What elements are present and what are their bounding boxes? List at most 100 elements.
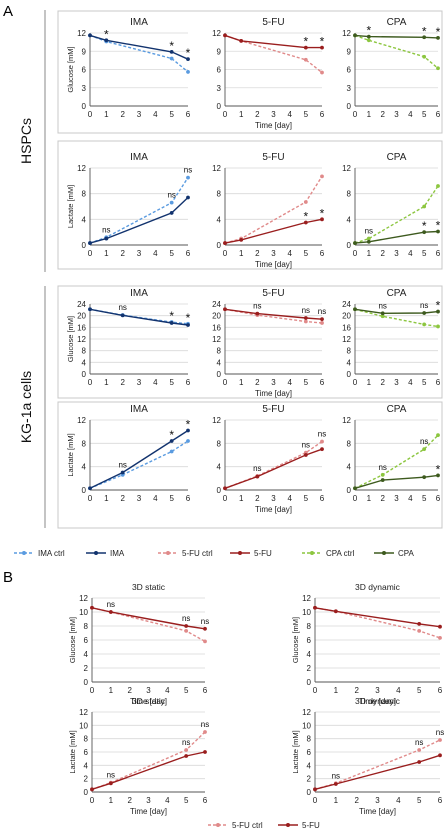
legend-label: 5-FU ctrl	[232, 821, 263, 830]
x-tick-label: 0	[223, 110, 228, 119]
y-tick-label: 12	[212, 416, 221, 425]
x-tick-label: 2	[120, 110, 125, 119]
data-point	[422, 447, 427, 452]
significance-label: *	[303, 210, 308, 224]
y-tick-label: 24	[212, 300, 221, 309]
data-point	[438, 636, 442, 640]
series-line	[224, 175, 323, 244]
x-tick-label: 5	[422, 494, 427, 503]
x-tick-label: 2	[354, 686, 359, 695]
x-tick-label: 6	[186, 494, 191, 503]
data-point	[417, 760, 422, 764]
y-tick-label: 12	[302, 594, 311, 603]
y-tick-label: 9	[217, 47, 222, 56]
y-tick-label: 2	[307, 775, 312, 784]
data-point	[422, 475, 427, 480]
series-line	[89, 34, 189, 73]
kg1a-section-label: KG-1a cells	[18, 371, 34, 443]
x-tick-label: 3	[271, 249, 276, 258]
chart-title: IMA	[130, 152, 148, 163]
x-tick-label: 4	[287, 249, 292, 258]
data-point	[303, 200, 308, 204]
significance-label: *	[366, 24, 371, 38]
data-point	[108, 781, 113, 786]
data-point	[366, 34, 371, 39]
series-line	[224, 218, 323, 244]
legend-panel-a: IMA ctrl IMA 5-FU ctrl 5-FU CPA ctrl CPA	[14, 549, 415, 558]
y-tick-label: 8	[82, 190, 87, 199]
data-point	[353, 307, 357, 312]
significance-label: *	[422, 219, 427, 233]
data-point	[320, 174, 324, 179]
data-point	[436, 309, 440, 314]
data-point	[184, 754, 189, 758]
x-tick-label: 4	[153, 249, 158, 258]
x-tick-label: 4	[408, 378, 413, 387]
x-axis-label: Time [day]	[255, 121, 292, 130]
y-tick-label: 12	[77, 164, 86, 173]
x-tick-label: 5	[422, 110, 427, 119]
hspc-section-label: HSPCs	[18, 118, 34, 164]
data-point	[203, 626, 207, 631]
x-tick-label: 2	[380, 249, 385, 258]
significance-label: *	[169, 39, 174, 53]
y-tick-label: 12	[342, 164, 351, 173]
x-tick-label: 4	[408, 110, 413, 119]
legend-label: CPA ctrl	[326, 549, 355, 558]
x-tick-label: 5	[417, 796, 422, 805]
chart-title: CPA	[387, 152, 407, 163]
legend-panel-b: 5-FU ctrl 5-FU	[208, 821, 320, 830]
series-line	[89, 429, 189, 489]
x-tick-label: 6	[438, 686, 443, 695]
y-tick-label: 4	[82, 358, 87, 367]
chart-title: 5-FU	[262, 404, 284, 415]
x-tick-label: 2	[255, 110, 260, 119]
data-point	[104, 236, 109, 241]
x-tick-label: 3	[146, 686, 151, 695]
x-tick-label: 1	[104, 110, 109, 119]
y-tick-label: 6	[307, 748, 312, 757]
significance-label: ns	[118, 461, 126, 470]
data-point	[422, 230, 427, 235]
x-tick-label: 4	[396, 686, 401, 695]
significance-label: ns	[107, 771, 115, 780]
x-tick-label: 5	[169, 110, 174, 119]
y-tick-label: 16	[342, 323, 351, 332]
y-tick-label: 0	[82, 102, 87, 111]
y-tick-label: 9	[347, 47, 352, 56]
legend-marker	[216, 823, 220, 827]
x-tick-label: 6	[320, 249, 325, 258]
y-tick-label: 8	[347, 347, 352, 356]
y-tick-label: 12	[342, 29, 351, 38]
significance-label: ns	[318, 430, 326, 439]
legend-marker	[166, 551, 170, 555]
y-tick-label: 4	[84, 650, 89, 659]
x-tick-label: 0	[90, 686, 95, 695]
significance-label: ns	[201, 720, 209, 729]
y-tick-label: 8	[84, 735, 89, 744]
y-tick-label: 0	[347, 102, 352, 111]
x-tick-label: 6	[436, 110, 441, 119]
chart-title: 5-FU	[262, 288, 284, 299]
data-point	[255, 311, 260, 316]
data-point	[223, 33, 227, 38]
series-line	[89, 440, 189, 489]
data-point	[422, 204, 427, 209]
y-tick-label: 12	[77, 416, 86, 425]
data-point	[417, 622, 422, 626]
chart-title: 3D static	[132, 696, 166, 706]
x-tick-label: 6	[203, 796, 208, 805]
y-tick-label: 8	[84, 622, 89, 631]
significance-label: ns	[318, 307, 326, 316]
x-tick-label: 5	[304, 249, 309, 258]
chart-title: CPA	[387, 404, 407, 415]
x-tick-label: 0	[313, 796, 318, 805]
y-tick-label: 12	[302, 708, 311, 717]
y-tick-label: 8	[217, 190, 222, 199]
